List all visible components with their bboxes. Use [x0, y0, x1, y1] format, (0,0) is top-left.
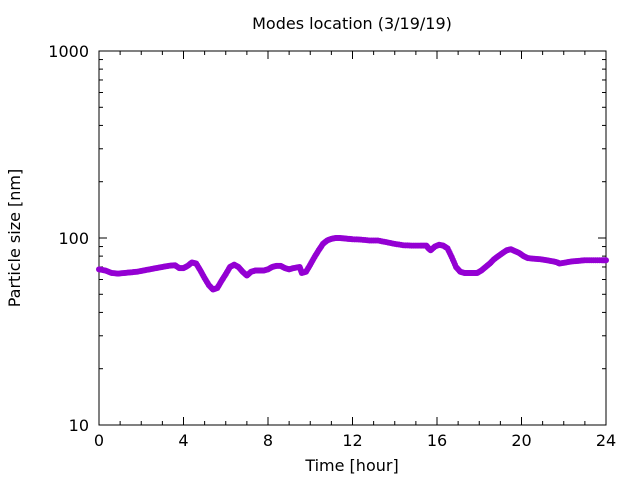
x-tick-label: 16	[427, 431, 447, 450]
axis-ticks	[98, 50, 607, 426]
axis-tick-labels: 0 4 8 12 16 20 24 10 100 1000	[48, 42, 616, 450]
x-tick-label: 8	[263, 431, 273, 450]
x-tick-label: 12	[342, 431, 362, 450]
x-tick-label: 4	[178, 431, 188, 450]
y-tick-label: 1000	[48, 42, 89, 61]
chart-title: Modes location (3/19/19)	[252, 14, 452, 33]
x-tick-label: 0	[94, 431, 104, 450]
x-axis-label: Time [hour]	[304, 456, 398, 475]
y-tick-label: 100	[58, 229, 89, 248]
y-axis-label: Particle size [nm]	[5, 169, 24, 308]
x-tick-label: 24	[596, 431, 616, 450]
y-tick-label: 10	[69, 416, 89, 435]
x-tick-label: 20	[511, 431, 531, 450]
data-series	[96, 235, 609, 293]
data-point	[603, 257, 609, 264]
